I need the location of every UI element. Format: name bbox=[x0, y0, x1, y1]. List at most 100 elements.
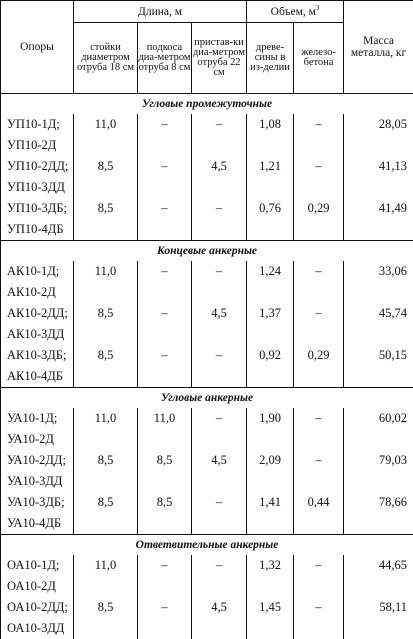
cell-mass bbox=[344, 366, 413, 388]
cell-attachments bbox=[192, 576, 247, 597]
cell-attachments: – bbox=[192, 555, 247, 576]
cell-support-name: АК10-2Д bbox=[1, 282, 74, 303]
header-volume-group: Объем, м3 bbox=[247, 1, 344, 23]
cell-attachments: 4,5 bbox=[192, 303, 247, 324]
section-header-row: Ответвительные анкерные bbox=[1, 535, 413, 556]
section-title: Угловые промежуточные bbox=[1, 94, 413, 115]
header-volume-sup: 3 bbox=[316, 4, 320, 12]
cell-support-name: ОА10-2ДД; bbox=[1, 597, 74, 618]
cell-concrete: 0,29 bbox=[294, 198, 344, 219]
cell-mass bbox=[344, 219, 413, 241]
cell-support-name: ОА10-1Д; bbox=[1, 555, 74, 576]
cell-racks bbox=[74, 513, 138, 535]
cell-support-name: АК10-1Д; bbox=[1, 261, 74, 282]
cell-wood bbox=[247, 282, 294, 303]
cell-struts bbox=[138, 576, 192, 597]
header-racks: стойки диаметром отруба 18 см bbox=[74, 23, 138, 94]
cell-concrete: – bbox=[294, 261, 344, 282]
cell-struts: – bbox=[138, 156, 192, 177]
cell-attachments bbox=[192, 219, 247, 241]
header-wood: древе-сины в из-делии bbox=[247, 23, 294, 94]
cell-racks bbox=[74, 282, 138, 303]
cell-support-name: УА10-1Д; bbox=[1, 408, 74, 429]
table-row: АК10-1Д;11,0––1,24–33,06 bbox=[1, 261, 413, 282]
header-volume-label: Объем, м bbox=[271, 6, 316, 18]
cell-racks: 11,0 bbox=[74, 408, 138, 429]
section-title: Угловые анкерные bbox=[1, 388, 413, 409]
cell-mass: 58,11 bbox=[344, 597, 413, 618]
table-row: УП10-1Д;11,0––1,08–28,05 bbox=[1, 114, 413, 135]
cell-mass bbox=[344, 177, 413, 198]
table-row: АК10-2Д bbox=[1, 282, 413, 303]
cell-struts bbox=[138, 429, 192, 450]
cell-attachments bbox=[192, 135, 247, 156]
cell-mass: 79,03 bbox=[344, 450, 413, 471]
cell-struts: – bbox=[138, 261, 192, 282]
cell-support-name: УА10-3ДБ; bbox=[1, 492, 74, 513]
cell-attachments bbox=[192, 513, 247, 535]
cell-support-name: УП10-2Д bbox=[1, 135, 74, 156]
table-row: АК10-4ДБ bbox=[1, 366, 413, 388]
cell-racks bbox=[74, 324, 138, 345]
cell-struts: 11,0 bbox=[138, 408, 192, 429]
cell-wood bbox=[247, 471, 294, 492]
section-title: Концевые анкерные bbox=[1, 241, 413, 262]
cell-struts: – bbox=[138, 303, 192, 324]
table-row: УА10-4ДБ bbox=[1, 513, 413, 535]
cell-support-name: УА10-4ДБ bbox=[1, 513, 74, 535]
table-row: ОА10-1Д;11,0––1,32–44,65 bbox=[1, 555, 413, 576]
header-concrete: железо-бетона bbox=[294, 23, 344, 94]
cell-wood: 2,09 bbox=[247, 450, 294, 471]
cell-concrete bbox=[294, 324, 344, 345]
cell-mass: 45,74 bbox=[344, 303, 413, 324]
cell-racks: 8,5 bbox=[74, 303, 138, 324]
cell-mass bbox=[344, 429, 413, 450]
cell-racks bbox=[74, 219, 138, 241]
cell-struts bbox=[138, 219, 192, 241]
cell-attachments: – bbox=[192, 261, 247, 282]
cell-wood: 1,90 bbox=[247, 408, 294, 429]
table-row: УП10-4ДБ bbox=[1, 219, 413, 241]
section-title: Ответвительные анкерные bbox=[1, 535, 413, 556]
section-header-row: Концевые анкерные bbox=[1, 241, 413, 262]
cell-concrete: – bbox=[294, 156, 344, 177]
cell-wood bbox=[247, 177, 294, 198]
cell-racks bbox=[74, 366, 138, 388]
cell-struts: – bbox=[138, 114, 192, 135]
cell-wood: 0,92 bbox=[247, 345, 294, 366]
cell-mass bbox=[344, 618, 413, 639]
cell-racks: 8,5 bbox=[74, 198, 138, 219]
cell-concrete: 0,44 bbox=[294, 492, 344, 513]
cell-attachments bbox=[192, 471, 247, 492]
header-supports: Опоры bbox=[1, 1, 74, 94]
cell-support-name: АК10-4ДБ bbox=[1, 366, 74, 388]
cell-concrete: – bbox=[294, 114, 344, 135]
cell-wood: 1,41 bbox=[247, 492, 294, 513]
cell-struts: – bbox=[138, 555, 192, 576]
cell-attachments bbox=[192, 618, 247, 639]
cell-attachments: 4,5 bbox=[192, 156, 247, 177]
cell-mass bbox=[344, 513, 413, 535]
cell-mass: 50,15 bbox=[344, 345, 413, 366]
header-mass: Масса металла, кг bbox=[344, 1, 413, 94]
cell-wood: 1,21 bbox=[247, 156, 294, 177]
table-row: АК10-3ДД bbox=[1, 324, 413, 345]
cell-mass bbox=[344, 576, 413, 597]
cell-mass: 41,13 bbox=[344, 156, 413, 177]
header-struts: подкоса диа-метром отруба 8 см bbox=[138, 23, 192, 94]
cell-concrete bbox=[294, 618, 344, 639]
cell-concrete: – bbox=[294, 555, 344, 576]
cell-racks bbox=[74, 177, 138, 198]
cell-support-name: УП10-1Д; bbox=[1, 114, 74, 135]
cell-racks: 8,5 bbox=[74, 450, 138, 471]
table-row: УП10-3ДД bbox=[1, 177, 413, 198]
header-attachments: пристав-ки диа-метром отруба 22 см bbox=[192, 23, 247, 94]
cell-support-name: АК10-2ДД; bbox=[1, 303, 74, 324]
cell-attachments: – bbox=[192, 492, 247, 513]
cell-mass bbox=[344, 471, 413, 492]
cell-support-name: УП10-2ДД; bbox=[1, 156, 74, 177]
cell-racks: 11,0 bbox=[74, 114, 138, 135]
